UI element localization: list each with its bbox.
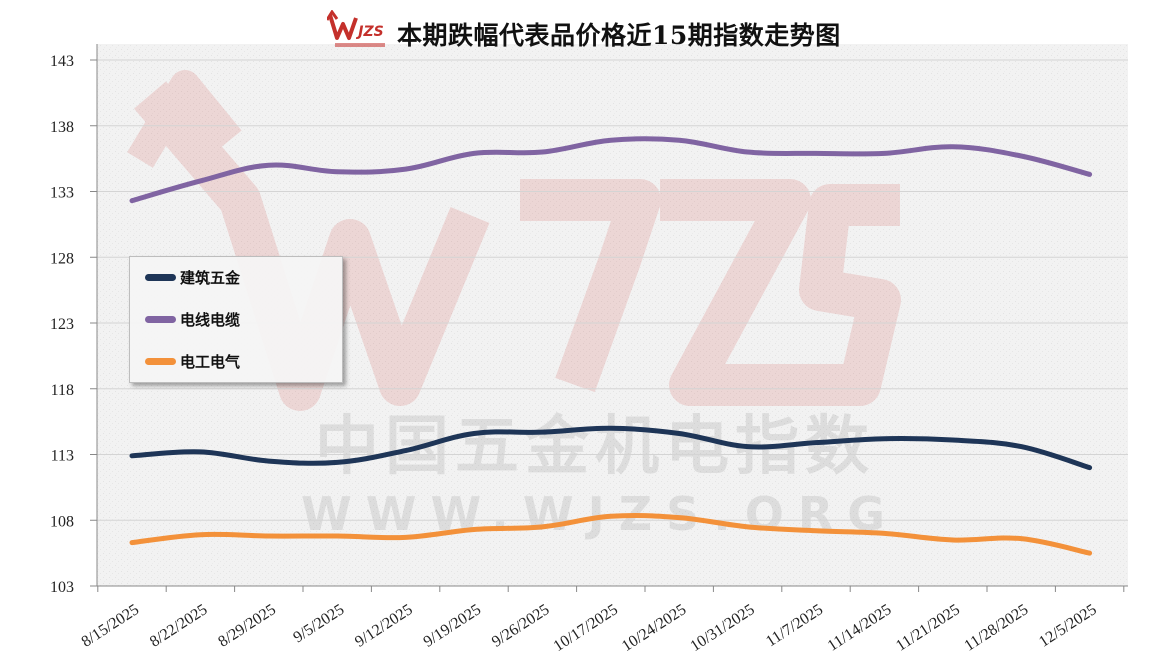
x-tick-label: 11/7/2025	[763, 601, 826, 650]
legend-swatch-电工电气	[145, 357, 176, 365]
x-tick-label: 9/26/2025	[489, 601, 553, 651]
x-tick-labels: 8/15/2025 8/22/2025 8/29/2025 9/5/2025 9/12/…	[78, 601, 1099, 655]
axes	[96, 44, 1128, 592]
x-tick-label: 9/5/2025	[290, 601, 347, 646]
x-tick-label: 8/22/2025	[147, 601, 211, 651]
legend-swatch-建筑五金	[145, 273, 176, 281]
y-tick-label: 138	[50, 119, 74, 136]
x-tick-label: 9/12/2025	[352, 601, 416, 651]
legend-label: 建筑五金	[180, 268, 241, 287]
legend-item-电工电气: 电工电气	[145, 349, 241, 373]
x-tick-label: 10/31/2025	[687, 601, 757, 655]
logo-subline	[335, 43, 385, 47]
series-layer	[129, 136, 1093, 556]
logo: JZS	[327, 10, 387, 52]
y-tick-label: 103	[50, 579, 74, 596]
y-tick-label: 113	[51, 448, 74, 465]
legend-label: 电线电缆	[180, 310, 241, 329]
y-tick-label: 118	[51, 382, 74, 399]
x-tick-label: 9/19/2025	[420, 601, 484, 651]
x-tick-label: 10/24/2025	[619, 601, 689, 655]
x-tick-label: 8/15/2025	[78, 601, 142, 651]
legend-item-电线电缆: 电线电缆	[145, 307, 241, 331]
y-tick-label: 133	[50, 185, 74, 202]
x-tick-label: 10/17/2025	[551, 601, 621, 655]
y-tick-label: 143	[50, 53, 74, 70]
legend-label: 电工电气	[180, 352, 241, 371]
x-tick-label: 8/29/2025	[215, 601, 279, 651]
y-tick-label: 123	[50, 316, 74, 333]
x-tick-label: 11/21/2025	[893, 601, 963, 655]
legend: 建筑五金 电线电缆 电工电气	[129, 256, 343, 383]
x-tick-label: 11/14/2025	[825, 601, 895, 655]
wjzs-logo-icon: JZS	[327, 10, 384, 40]
svg-text:JZS: JZS	[355, 24, 383, 40]
x-tick-label: 12/5/2025	[1036, 601, 1100, 651]
x-tick-label: 11/28/2025	[961, 601, 1031, 655]
y-tick-label: 128	[50, 250, 74, 267]
y-tick-label: 108	[50, 513, 74, 530]
title-bar: JZS 本期跌幅代表品价格近15期指数走势图	[0, 8, 1158, 52]
y-tick-labels: 103 108 113 118 123 128 133 138 143	[50, 53, 74, 596]
legend-item-建筑五金: 建筑五金	[145, 265, 241, 289]
legend-swatch-电线电缆	[145, 315, 176, 323]
chart-title: 本期跌幅代表品价格近15期指数走势图	[397, 21, 841, 50]
